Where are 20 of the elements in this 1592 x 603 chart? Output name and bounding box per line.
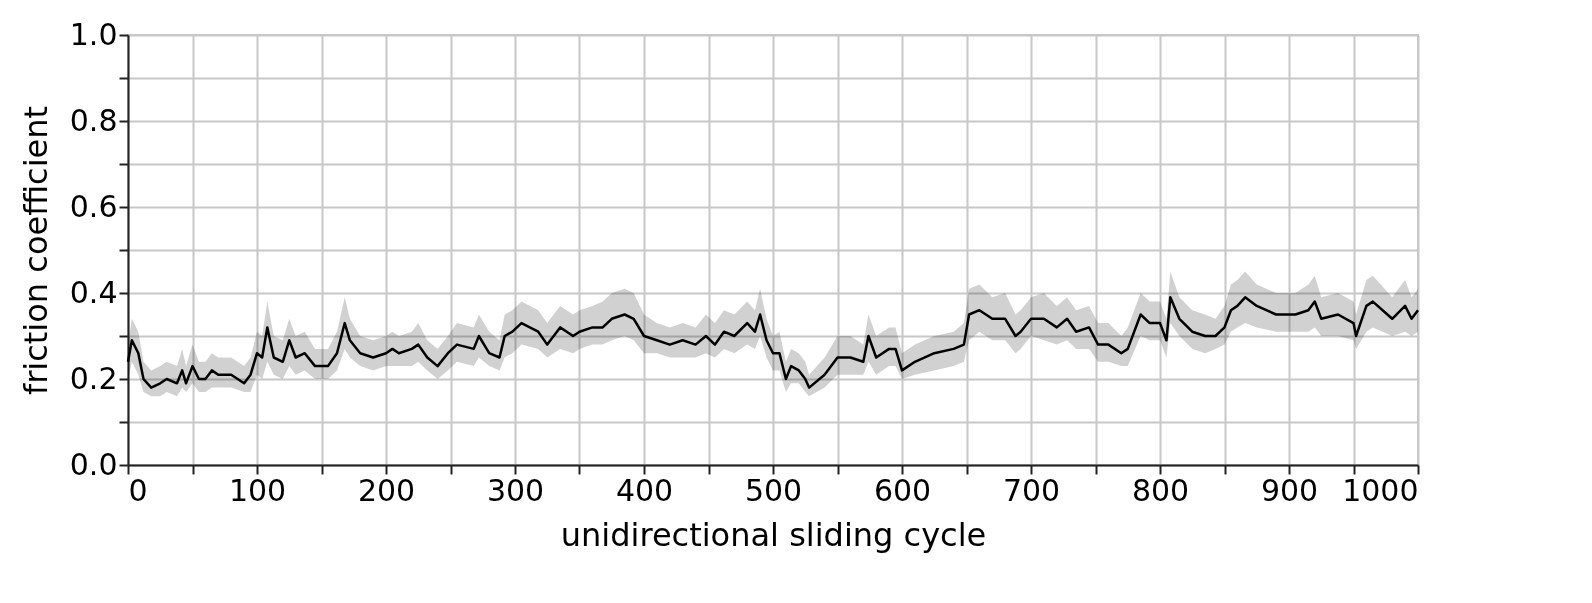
x-tick-label: 300 bbox=[486, 472, 545, 508]
y-tick-label: 0.0 bbox=[69, 446, 118, 482]
x-tick-label: 500 bbox=[744, 472, 803, 508]
y-tick-label: 0.4 bbox=[69, 274, 118, 310]
y-tick-label: 1.0 bbox=[69, 16, 118, 52]
x-tick-label: 900 bbox=[1260, 472, 1319, 508]
x-tick-label: 100 bbox=[228, 472, 287, 508]
x-tick-label: 600 bbox=[873, 472, 932, 508]
x-axis-title: unidirectional sliding cycle bbox=[560, 515, 987, 554]
y-axis-title: friction coefficient bbox=[16, 105, 55, 396]
x-tick-label: 200 bbox=[357, 472, 416, 508]
line-series bbox=[126, 296, 1420, 389]
y-tick-label: 0.2 bbox=[69, 360, 118, 396]
x-tick-label: 700 bbox=[1002, 472, 1061, 508]
x-tick-label: 800 bbox=[1131, 472, 1190, 508]
x-tick-label: 1000 bbox=[1342, 472, 1419, 508]
x-tick-label: 400 bbox=[615, 472, 674, 508]
y-tick-label: 0.6 bbox=[69, 188, 118, 224]
x-tick-label: 0 bbox=[128, 472, 148, 508]
y-tick-label: 0.8 bbox=[69, 102, 118, 138]
